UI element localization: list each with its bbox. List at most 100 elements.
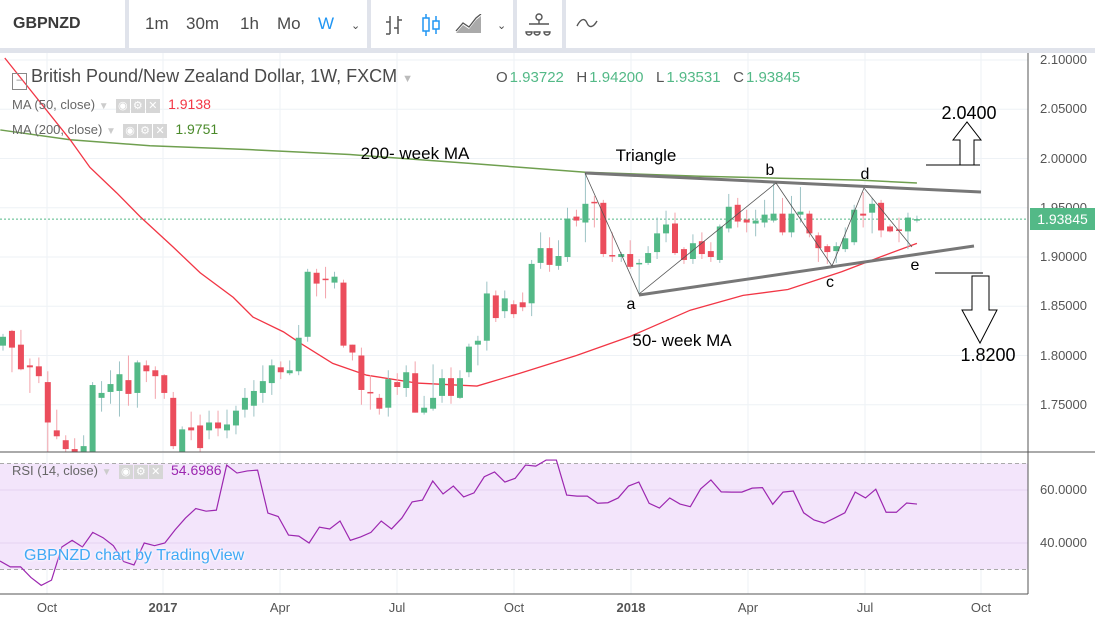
candle-body [528,263,535,304]
candle [609,232,616,262]
candle-body [456,378,463,398]
interval-week[interactable]: W [318,14,335,33]
candle-body [645,253,652,263]
candle [645,246,652,265]
candle [322,266,329,299]
settings-gear-icon[interactable]: ⚙ [130,98,145,113]
candle-body [627,254,634,267]
candle [761,199,768,228]
candle-body [779,213,786,233]
candle-body [107,384,114,392]
downside-target-label: 1.8200 [960,345,1015,365]
collapse-icon[interactable]: – [12,73,27,90]
chevron-down-icon[interactable]: ▼ [101,467,112,478]
candle-body [98,392,105,398]
candle-body [573,216,580,221]
candle [44,371,51,452]
symbol-button[interactable]: GBPNZD [13,15,81,32]
candle-body [277,367,284,373]
interval-1m[interactable]: 1m [145,14,169,33]
price-pane[interactable]: 200- week MA Triangle 50- week MA a b c d e 2.04… [0,53,1028,452]
candle [421,395,428,415]
area-chart-icon[interactable] [455,14,482,34]
candle-body [743,219,750,223]
candle [367,375,374,410]
candle [143,360,150,383]
close-label: C [733,69,744,86]
chevron-down-icon[interactable]: ▼ [105,126,116,137]
candle-body [89,385,96,452]
candle [385,370,392,417]
candle-body [403,372,410,389]
candle [349,344,356,361]
low-value: 1.93531 [666,69,721,86]
rsi-axis-label: 40.0000 [1040,535,1087,550]
candle [286,360,293,376]
interval-1h[interactable]: 1h [240,14,259,33]
divider [367,0,371,48]
candle-body [609,255,616,257]
candle-body [546,248,553,265]
interval-30m[interactable]: 30m [186,14,220,33]
interval-chevron-down-icon[interactable]: ⌄ [351,20,361,32]
candle [833,242,840,263]
candle-body [672,223,678,254]
candle-body [161,375,168,393]
visibility-icon[interactable]: ◉ [118,464,133,479]
divider [562,0,566,48]
ma200-line [0,129,917,184]
remove-close-icon[interactable]: ✕ [153,123,168,138]
candle [134,360,141,408]
candle [797,187,804,223]
settings-gear-icon[interactable]: ⚙ [138,123,153,138]
candle [546,237,553,272]
candle [206,410,213,440]
price-axis-label: 2.10000 [1040,52,1087,67]
candle [107,370,114,404]
candle-body [331,276,338,283]
time-axis-label: Oct [970,600,992,615]
candle [528,259,535,317]
series-title: British Pound/New Zealand Dollar, 1W, FX… [31,66,398,86]
settings-gear-icon[interactable]: ⚙ [133,464,148,479]
rsi-pane[interactable] [0,453,1028,594]
interval-month[interactable]: Mo [277,14,301,33]
indicators-icon[interactable] [524,12,554,38]
ma50-label: MA (50, close) [12,97,96,112]
candle-body [134,362,141,393]
candle [340,279,347,348]
candle [752,209,759,237]
candle [268,359,275,395]
chart-type-chevron-down-icon[interactable]: ⌄ [497,20,507,32]
rsi-legend: RSI (14, close) ▼ ◉ ⚙ ✕ 54.6986 [12,462,222,479]
ma50-legend: MA (50, close) ▼ ◉ ⚙ ✕ 1.9138 [12,96,211,113]
high-value: 1.94200 [589,69,644,86]
visibility-icon[interactable]: ◉ [115,98,130,113]
candle-body [761,214,768,223]
candle [770,183,777,223]
series-chevron-down-icon[interactable]: ▼ [402,73,414,85]
top-toolbar: GBPNZD 1m 30m 1h Mo W ⌄ ⌄ [0,0,1095,48]
tradingview-watermark[interactable]: GBPNZD chart by TradingView [24,547,245,564]
compare-line-icon[interactable] [576,16,598,30]
remove-close-icon[interactable]: ✕ [145,98,160,113]
ma200-legend: MA (200, close) ▼ ◉ ⚙ ✕ 1.9751 [12,121,218,138]
candle-body [143,365,150,372]
candle-body [734,204,741,222]
candle [573,209,580,227]
candles-icon[interactable] [419,13,443,37]
candle [295,324,302,376]
bar-chart-icon[interactable] [382,14,406,36]
candle [259,365,266,403]
visibility-icon[interactable]: ◉ [123,123,138,138]
candle [403,365,410,397]
candle-body [752,220,759,224]
remove-close-icon[interactable]: ✕ [148,464,163,479]
candle-body [394,382,401,388]
chevron-down-icon[interactable]: ▼ [98,101,109,112]
candle-body [125,380,132,394]
candle-body [474,340,481,345]
candle [582,173,589,243]
price-axis-label: 1.85000 [1040,298,1087,314]
candle-body [250,390,257,406]
